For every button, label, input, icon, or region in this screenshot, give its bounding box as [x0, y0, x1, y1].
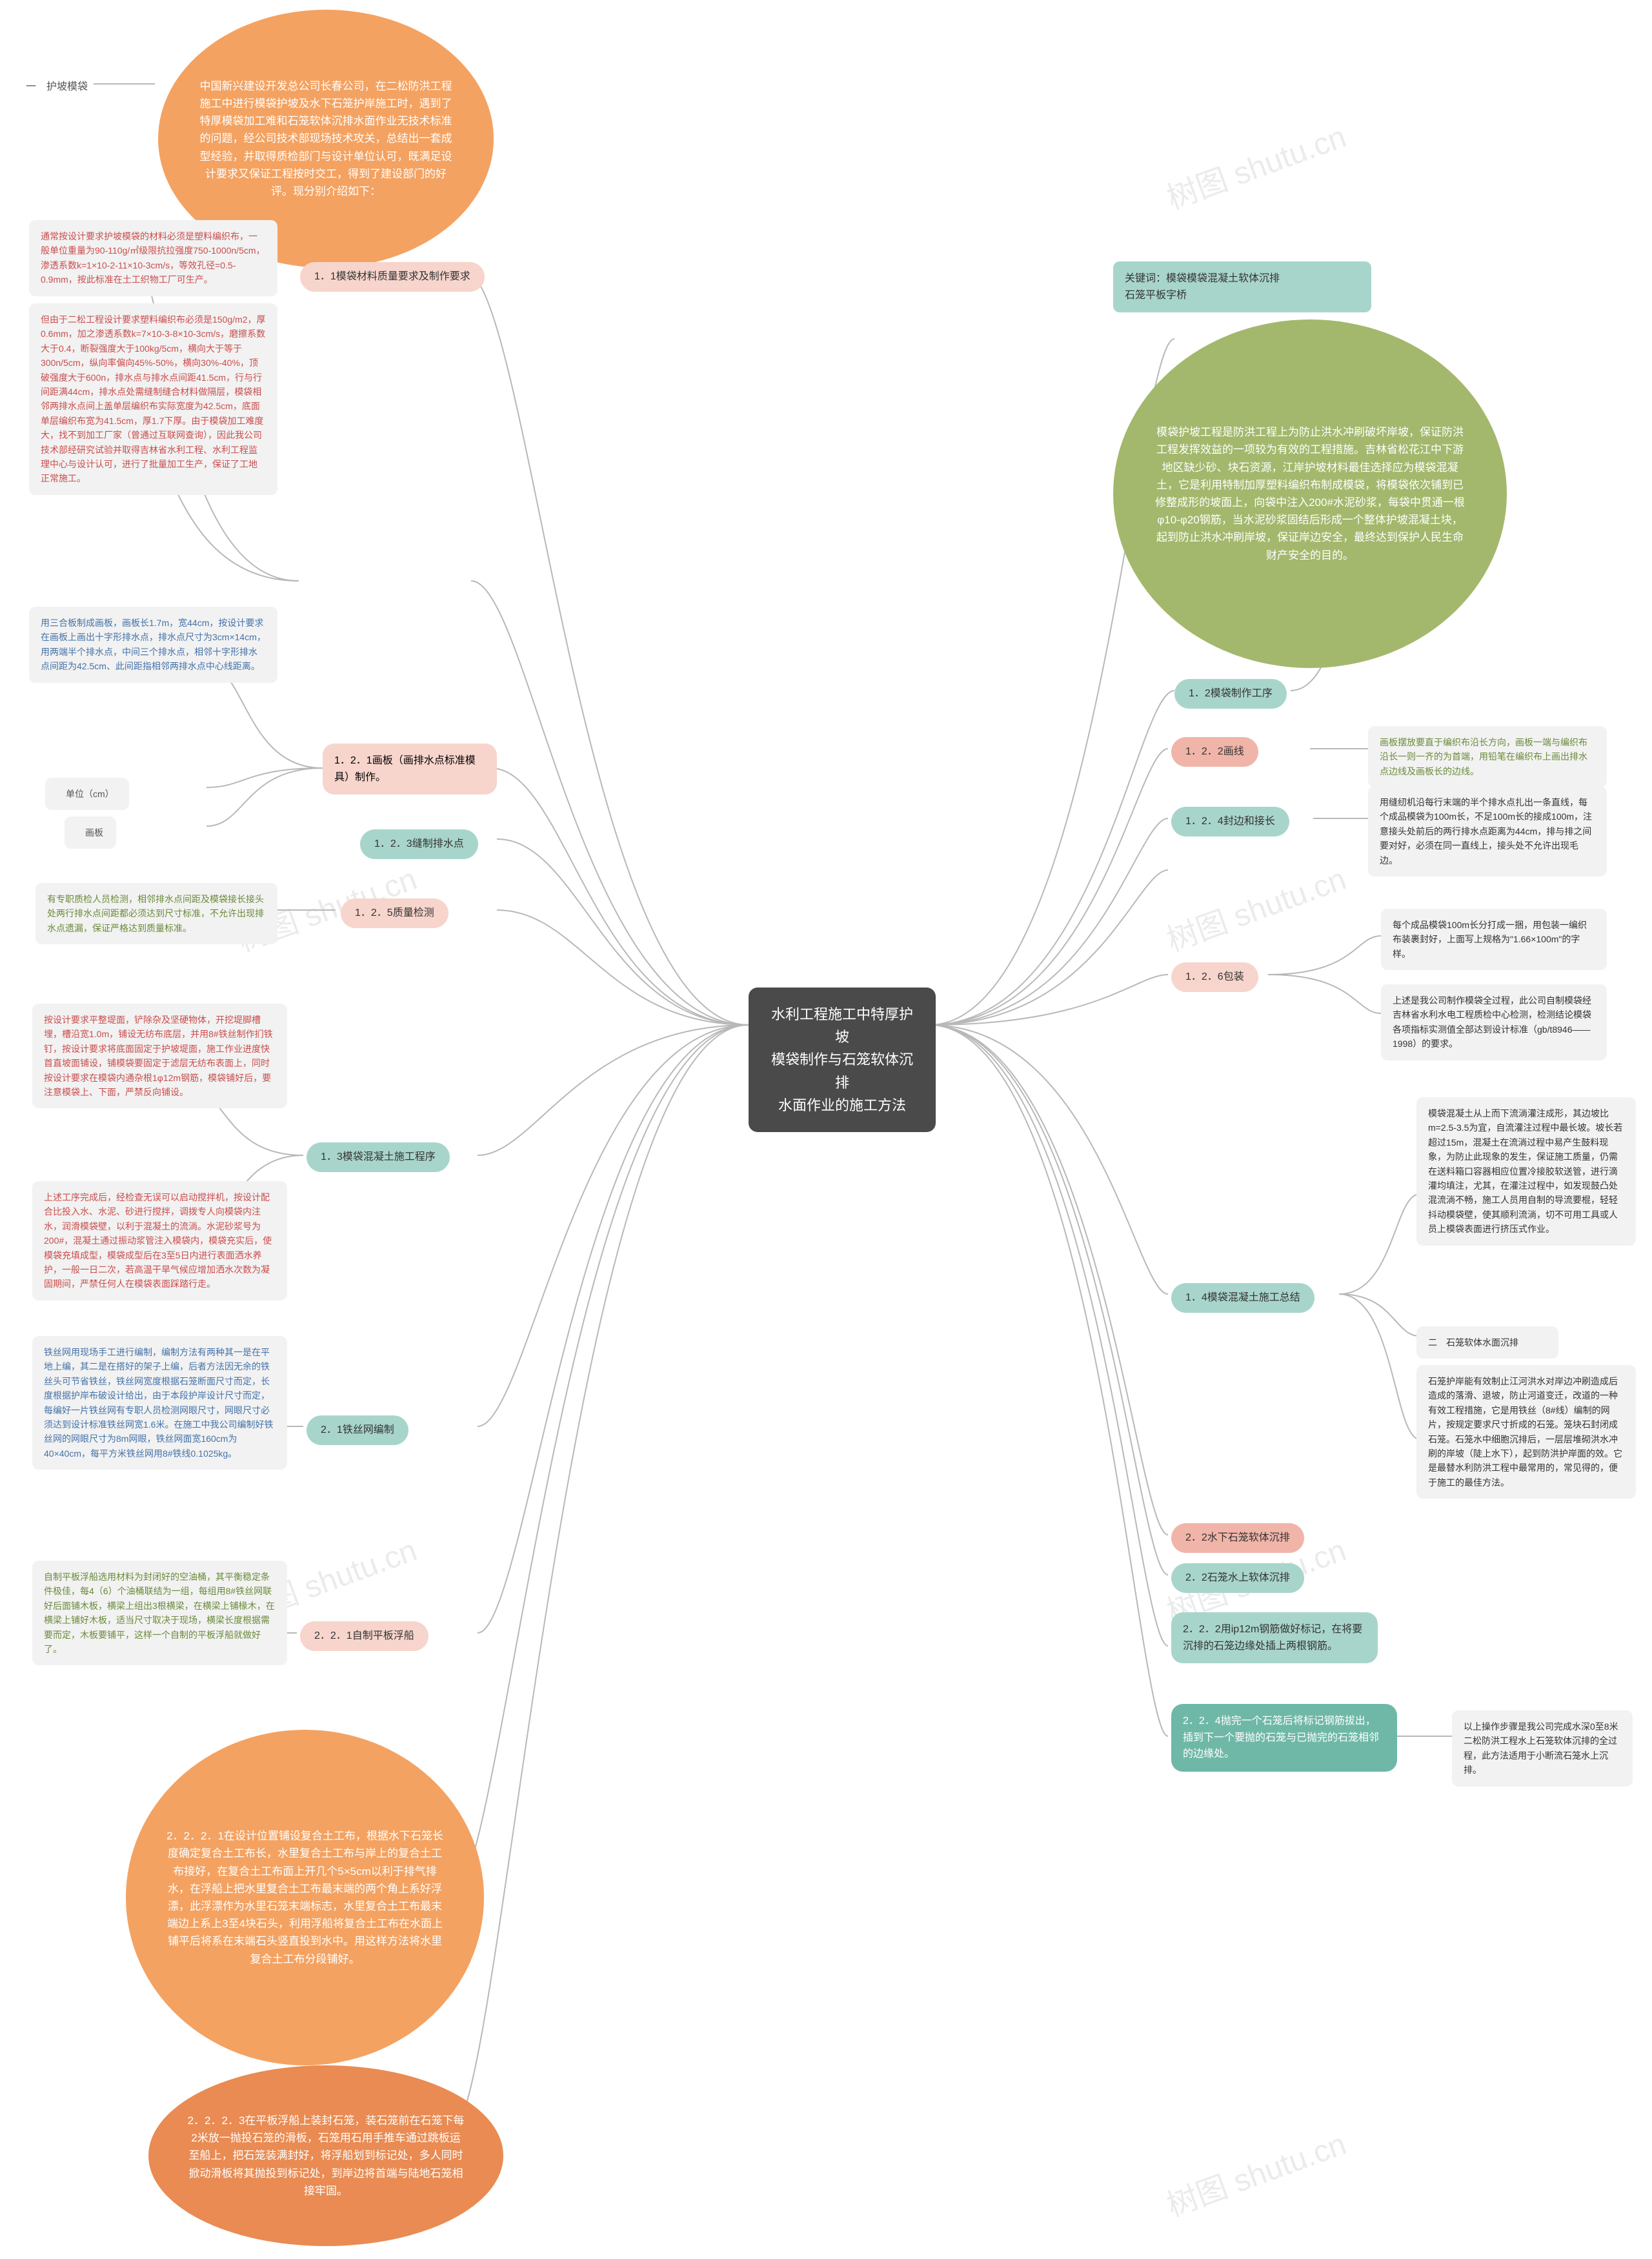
pill-1-2-4: 1．2．4封边和接长: [1171, 807, 1289, 836]
note-1-1-b: 但由于二松工程设计要求塑料编织布必须是150g/m2，厚0.6mm，加之渗透系数…: [29, 303, 277, 495]
note-1-2-6a: 每个成品模袋100m长分打成一捆，用包装一编织布装裹封好，上面写上规格为"1.6…: [1381, 909, 1607, 970]
note-1-2-1-b: 单位（cm）: [45, 778, 129, 810]
pill-1-4: 1．4模袋混凝土施工总结: [1171, 1283, 1315, 1313]
keywords-text: 关键词：模袋模袋混凝土软体沉排 石笼平板字桥: [1125, 273, 1280, 301]
pill-2-2-2: 2．2．2用ip12m钢筋做好标记，在将要沉排的石笼边缘处插上两根钢筋。: [1171, 1612, 1378, 1663]
note-1-2-2: 画板摆放要直于编织布沿长方向，画板一端与编织布沿长一则一齐的为首端，用铅笔在编织…: [1368, 726, 1607, 787]
orange-2223-text: 2．2．2．3在平板浮船上装封石笼，装石笼前在石笼下每2米放一抛投石笼的滑板，石…: [187, 2112, 465, 2200]
note-2-1: 铁丝网用现场手工进行编制，编制方法有两种其一是在平地上编，其二是在搭好的架子上编…: [32, 1336, 287, 1470]
note-1-3b: 上述工序完成后，经检查无误可以启动搅拌机，按设计配合比投入水、水泥、砂进行搅拌，…: [32, 1181, 287, 1301]
pill-1-1: 1．1模袋材料质量要求及制作要求: [300, 262, 485, 292]
note-1-2-6b: 上述是我公司制作模袋全过程，此公司自制模袋经吉林省水利水电工程质检中心检测，检测…: [1381, 984, 1607, 1060]
keywords-box: 关键词：模袋模袋混凝土软体沉排 石笼平板字桥: [1113, 261, 1371, 312]
pill-1-2: 1．2模袋制作工序: [1174, 679, 1287, 709]
label-protect-slope: 一 护坡模袋: [26, 77, 88, 93]
note-1-2-1-c: 画板: [65, 816, 116, 849]
pill-1-2-5: 1．2．5质量检测: [341, 898, 448, 928]
note-1-4b: 二 石笼软体水面沉排: [1416, 1326, 1558, 1359]
note-1-2-4: 用缝纫机沿每行末端的半个排水点扎出一条直线，每个成品模袋为100m长，不足100…: [1368, 786, 1607, 876]
center-node: 水利工程施工中特厚护坡 模袋制作与石笼软体沉排 水面作业的施工方法: [749, 988, 936, 1132]
green-big-text: 模袋护坡工程是防洪工程上为防止洪水冲刷破坏岸坡，保证防洪工程发挥效益的一项较为有…: [1152, 423, 1468, 564]
orange-2223: 2．2．2．3在平板浮船上装封石笼，装石笼前在石笼下每2米放一抛投石笼的滑板，石…: [148, 2065, 503, 2246]
intro-text: 中国新兴建设开发总公司长春公司，在二松防洪工程施工中进行模袋护坡及水下石笼护岸施…: [197, 77, 455, 200]
pill-1-2-2: 1．2．2画线: [1171, 737, 1258, 767]
pill-1-2-3: 1．2．3缝制排水点: [360, 829, 478, 859]
pill-1-3: 1．3模袋混凝土施工程序: [307, 1142, 450, 1172]
pill-2-1: 2．1铁丝网编制: [307, 1415, 408, 1445]
pill-1-2-1: 1．2．1画板（画排水点标准模具）制作。: [323, 744, 497, 795]
note-2-2-4: 以上操作步骤是我公司完成水深0至8米二松防洪工程水上石笼软体沉排的全过程，此方法…: [1452, 1710, 1633, 1787]
pill-2-underwater: 2．2水下石笼软体沉排: [1171, 1523, 1304, 1553]
watermark: 树图 shutu.cn: [1160, 111, 1351, 218]
watermark: 树图 shutu.cn: [1160, 853, 1351, 960]
orange-2221: 2．2．2．1在设计位置铺设复合土工布，根据水下石笼长度确定复合土工布长，水里复…: [126, 1730, 484, 2065]
pill-2-2: 2．2石笼水上软体沉排: [1171, 1563, 1304, 1593]
orange-2221-text: 2．2．2．1在设计位置铺设复合土工布，根据水下石笼长度确定复合土工布长，水里复…: [165, 1827, 445, 1968]
green-big: 模袋护坡工程是防洪工程上为防止洪水冲刷破坏岸坡，保证防洪工程发挥效益的一项较为有…: [1113, 319, 1507, 668]
note-1-3a: 按设计要求平整堤面，铲除杂及坚硬物体，开挖堤脚槽埋，槽沿宽1.0m，铺设无纺布底…: [32, 1004, 287, 1108]
pill-1-2-6: 1．2．6包装: [1171, 962, 1258, 992]
pill-2-2-1: 2．2．1自制平板浮船: [300, 1621, 428, 1651]
watermark: 树图 shutu.cn: [1160, 2118, 1351, 2225]
note-1-2-5: 有专职质检人员检测，相邻排水点间距及模袋接长接头处两行排水点间距都必须达到尺寸标…: [35, 883, 277, 944]
note-2-2-1: 自制平板浮船选用材料为封闭好的空油桶，其平衡稳定条件极佳，每4（6）个油桶联结为…: [32, 1561, 287, 1665]
note-1-4a: 模袋混凝土从上而下流淌灌注成形，其边坡比m=2.5-3.5为宜，自流灌注过程中最…: [1416, 1097, 1636, 1246]
pill-2-2-4: 2．2．4抛完一个石笼后将标记钢筋拔出，插到下一个要抛的石笼与已抛完的石笼相邻的…: [1171, 1704, 1397, 1772]
center-text: 水利工程施工中特厚护坡 模袋制作与石笼软体沉排 水面作业的施工方法: [771, 1006, 913, 1113]
note-1-1-a: 通常按设计要求护坡模袋的材料必须是塑料编织布，一般单位重量为90-110g/㎡级…: [29, 220, 277, 296]
note-2-down: 石笼护岸能有效制止江河洪水对岸边冲刷造成后造成的落滑、退坡，防止河道变迁，改道的…: [1416, 1365, 1636, 1499]
note-1-2-1-a: 用三合板制成画板，画板长1.7m，宽44cm，按设计要求在画板上画出十字形排水点…: [29, 607, 277, 683]
